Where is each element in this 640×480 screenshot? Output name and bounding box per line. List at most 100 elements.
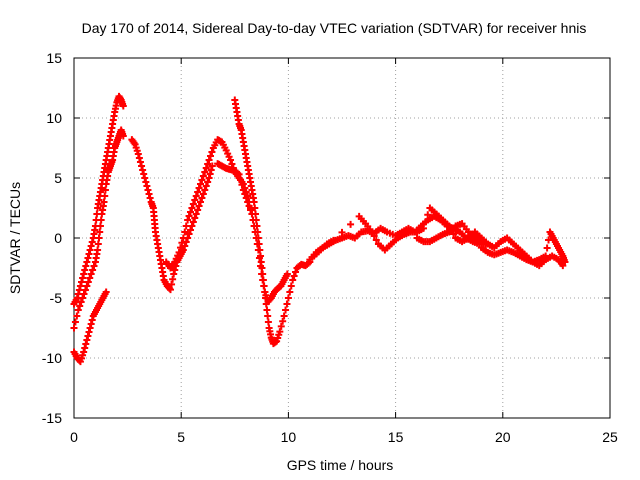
data-point [282, 306, 290, 314]
data-point [85, 328, 93, 336]
data-point [244, 198, 252, 206]
data-point [195, 184, 203, 192]
data-point [87, 270, 95, 278]
data-point [227, 156, 235, 164]
y-tick-label: 0 [54, 230, 62, 246]
data-point [239, 186, 247, 194]
y-tick-label: -15 [42, 410, 62, 426]
data-point [80, 348, 88, 356]
data-point [186, 208, 194, 216]
data-point [92, 216, 100, 224]
data-point [289, 276, 297, 284]
data-point [79, 274, 87, 282]
data-point [178, 239, 186, 247]
data-point [168, 280, 176, 288]
x-tick-label: 10 [281, 429, 297, 445]
data-point [142, 178, 150, 186]
data-point [241, 190, 249, 198]
data-point [254, 228, 262, 236]
data-point [205, 174, 213, 182]
y-tick-label: 10 [46, 110, 62, 126]
data-point [136, 158, 144, 166]
y-tick-label: 5 [54, 170, 62, 186]
data-point [542, 252, 550, 260]
data-point [251, 204, 259, 212]
data-point [208, 162, 216, 170]
data-point [292, 268, 300, 276]
data-point [83, 282, 91, 290]
data-point [206, 170, 214, 178]
data-point [185, 212, 193, 220]
data-point [208, 148, 216, 156]
data-point [259, 276, 267, 284]
data-point [179, 234, 187, 242]
data-point [82, 262, 90, 270]
data-point [75, 286, 83, 294]
data-point [84, 254, 92, 262]
data-point [140, 170, 148, 178]
data-point [242, 194, 250, 202]
data-point [194, 188, 202, 196]
data-point [83, 258, 91, 266]
data-point [196, 198, 204, 206]
data-point [372, 236, 380, 244]
data-point [189, 200, 197, 208]
data-point [255, 240, 263, 248]
data-point [419, 224, 427, 232]
data-point [143, 182, 151, 190]
data-point [449, 230, 457, 238]
data-point [264, 318, 272, 326]
data-point [87, 242, 95, 250]
data-point [146, 194, 154, 202]
data-point [370, 232, 378, 240]
data-point [175, 248, 183, 256]
data-point [207, 166, 215, 174]
data-point [202, 182, 210, 190]
data-point [279, 317, 287, 325]
data-point [189, 218, 197, 226]
data-point [245, 202, 253, 210]
data-point [96, 228, 104, 236]
data-point [186, 226, 194, 234]
data-point [86, 324, 94, 332]
data-point [101, 186, 109, 194]
data-point [262, 300, 270, 308]
data-point [283, 270, 291, 278]
data-point [181, 228, 189, 236]
data-point [263, 306, 271, 314]
data-point [73, 312, 81, 320]
data-point [264, 312, 272, 320]
data-point [176, 244, 184, 252]
data-point [253, 222, 261, 230]
data-point [81, 266, 89, 274]
data-point [257, 258, 265, 266]
data-point [192, 210, 200, 218]
y-tick-label: 15 [46, 50, 62, 66]
data-point [86, 246, 94, 254]
data-point [119, 102, 127, 110]
data-point [199, 172, 207, 180]
data-point [201, 186, 209, 194]
x-tick-label: 25 [602, 429, 618, 445]
data-point [165, 284, 173, 292]
y-tick-label: -5 [50, 290, 63, 306]
data-point [329, 236, 337, 244]
data-point [198, 194, 206, 202]
axis-ticks: 0 5 10 15 20 25 -15 -10 -5 0 5 10 15 [42, 50, 618, 445]
data-point [88, 238, 96, 246]
data-point [257, 252, 265, 260]
data-point [347, 220, 355, 228]
data-point [80, 270, 88, 278]
x-axis-label: GPS time / hours [287, 457, 394, 473]
data-point [445, 222, 453, 230]
data-point [139, 166, 147, 174]
data-point [86, 274, 94, 282]
data-point [237, 176, 245, 184]
data-point [88, 316, 96, 324]
data-point [192, 192, 200, 200]
data-point [78, 278, 86, 286]
data-point [135, 154, 143, 162]
data-point [196, 180, 204, 188]
data-point [238, 181, 246, 189]
data-point [195, 202, 203, 210]
